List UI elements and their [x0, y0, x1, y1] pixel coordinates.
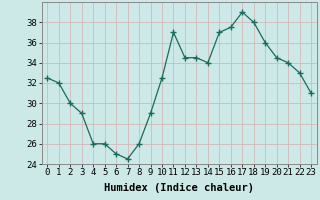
X-axis label: Humidex (Indice chaleur): Humidex (Indice chaleur)	[104, 183, 254, 193]
